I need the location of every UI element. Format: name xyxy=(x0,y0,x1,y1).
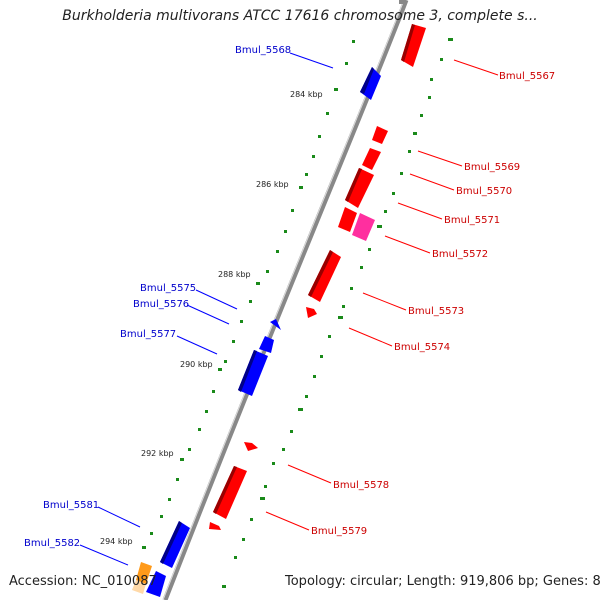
gene-bmul-5568-feature xyxy=(360,67,381,100)
gene-label-bmul-5573[interactable]: Bmul_5573 xyxy=(408,306,464,317)
gene-label-bmul-5582[interactable]: Bmul_5582 xyxy=(24,538,80,549)
gene-bmul-5581-feature xyxy=(160,521,190,568)
tick-label-284: 284 kbp xyxy=(290,90,323,99)
tick-label-290: 290 kbp xyxy=(180,360,213,369)
gene-bmul-5571-feature xyxy=(345,168,374,208)
gene-bmul-5573-feature xyxy=(308,250,341,302)
reverse-gene-features xyxy=(132,67,381,597)
forward-gene-features xyxy=(209,24,426,530)
gene-label-bmul-5579[interactable]: Bmul_5579 xyxy=(311,526,367,537)
gene-label-bmul-5571[interactable]: Bmul_5571 xyxy=(444,215,500,226)
gene-bmul-5576-feature xyxy=(259,336,274,353)
gene-bmul-5577-feature xyxy=(238,350,268,396)
gene-label-bmul-5572[interactable]: Bmul_5572 xyxy=(432,249,488,260)
gene-label-bmul-5577[interactable]: Bmul_5577 xyxy=(120,329,176,340)
gene-bmul-5570-feature xyxy=(362,148,381,170)
gene-label-bmul-5581[interactable]: Bmul_5581 xyxy=(43,500,99,511)
reverse-gene-labels: Bmul_5568 Bmul_5575 Bmul_5576 Bmul_5577 … xyxy=(24,45,291,549)
gene-bmul-5574-feature xyxy=(306,307,317,318)
chromosome-backbone xyxy=(162,0,409,600)
gene-label-bmul-5568[interactable]: Bmul_5568 xyxy=(235,45,291,56)
gene-label-bmul-5576[interactable]: Bmul_5576 xyxy=(133,299,189,310)
gene-bmul-5575-feature xyxy=(270,319,281,330)
gene-label-bmul-5567[interactable]: Bmul_5567 xyxy=(499,71,555,82)
tick-label-292: 292 kbp xyxy=(141,449,174,458)
gene-label-bmul-5578[interactable]: Bmul_5578 xyxy=(333,480,389,491)
gene-bmul-5579a-feature xyxy=(213,466,247,519)
tick-label-288: 288 kbp xyxy=(218,270,251,279)
accession-label: Accession: NC_010087 xyxy=(9,574,157,589)
tick-label-286: 286 kbp xyxy=(256,180,289,189)
topology-summary: Topology: circular; Length: 919,806 bp; … xyxy=(285,574,600,589)
gene-bmul-5567-feature xyxy=(401,24,426,67)
gene-bmul-5572a-feature xyxy=(338,207,357,232)
forward-gene-labels: Bmul_5567 Bmul_5569 Bmul_5570 Bmul_5571 … xyxy=(311,71,555,537)
orange-gene-feature xyxy=(136,562,152,584)
gene-label-bmul-5575[interactable]: Bmul_5575 xyxy=(140,283,196,294)
gene-label-bmul-5570[interactable]: Bmul_5570 xyxy=(456,186,512,197)
tick-label-294: 294 kbp xyxy=(100,537,133,546)
gene-label-bmul-5569[interactable]: Bmul_5569 xyxy=(464,162,520,173)
tick-labels: 284 kbp 286 kbp 288 kbp 290 kbp 292 kbp … xyxy=(100,90,323,546)
gene-label-bmul-5574[interactable]: Bmul_5574 xyxy=(394,342,450,353)
gene-bmul-5569-feature xyxy=(372,126,388,144)
chromosome-title: Burkholderia multivorans ATCC 17616 chro… xyxy=(62,8,538,24)
gene-bmul-5579-feature xyxy=(209,522,221,530)
outer-tick-ring xyxy=(222,38,453,588)
gene-bmul-5578-feature xyxy=(244,442,258,451)
gene-bmul-5572-feature xyxy=(352,213,375,241)
gene-bmul-5582-feature xyxy=(146,571,166,597)
inner-tick-ring xyxy=(142,40,355,549)
gene-leader-lines xyxy=(79,52,499,566)
